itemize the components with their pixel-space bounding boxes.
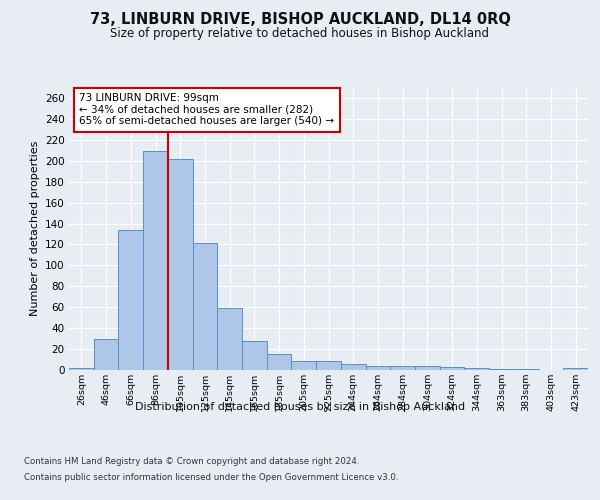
Text: Size of property relative to detached houses in Bishop Auckland: Size of property relative to detached ho… bbox=[110, 28, 490, 40]
Bar bbox=[489, 369, 514, 370]
Text: 73, LINBURN DRIVE, BISHOP AUCKLAND, DL14 0RQ: 73, LINBURN DRIVE, BISHOP AUCKLAND, DL14… bbox=[89, 12, 511, 28]
Text: Contains HM Land Registry data © Crown copyright and database right 2024.: Contains HM Land Registry data © Crown c… bbox=[24, 458, 359, 466]
Bar bbox=[242, 340, 267, 370]
Bar bbox=[69, 368, 94, 370]
Bar bbox=[217, 308, 242, 370]
Bar bbox=[168, 158, 193, 370]
Bar bbox=[118, 230, 143, 370]
Bar bbox=[94, 338, 118, 370]
Text: Contains public sector information licensed under the Open Government Licence v3: Contains public sector information licen… bbox=[24, 472, 398, 482]
Text: 73 LINBURN DRIVE: 99sqm
← 34% of detached houses are smaller (282)
65% of semi-d: 73 LINBURN DRIVE: 99sqm ← 34% of detache… bbox=[79, 93, 334, 126]
Bar bbox=[440, 367, 464, 370]
Y-axis label: Number of detached properties: Number of detached properties bbox=[29, 141, 40, 316]
Bar bbox=[390, 366, 415, 370]
Bar bbox=[267, 354, 292, 370]
Bar bbox=[563, 368, 588, 370]
Bar bbox=[316, 360, 341, 370]
Bar bbox=[514, 369, 539, 370]
Text: Distribution of detached houses by size in Bishop Auckland: Distribution of detached houses by size … bbox=[135, 402, 465, 412]
Bar bbox=[464, 368, 489, 370]
Bar bbox=[292, 360, 316, 370]
Bar bbox=[415, 366, 440, 370]
Bar bbox=[143, 152, 168, 370]
Bar bbox=[341, 364, 365, 370]
Bar bbox=[365, 366, 390, 370]
Bar bbox=[193, 244, 217, 370]
